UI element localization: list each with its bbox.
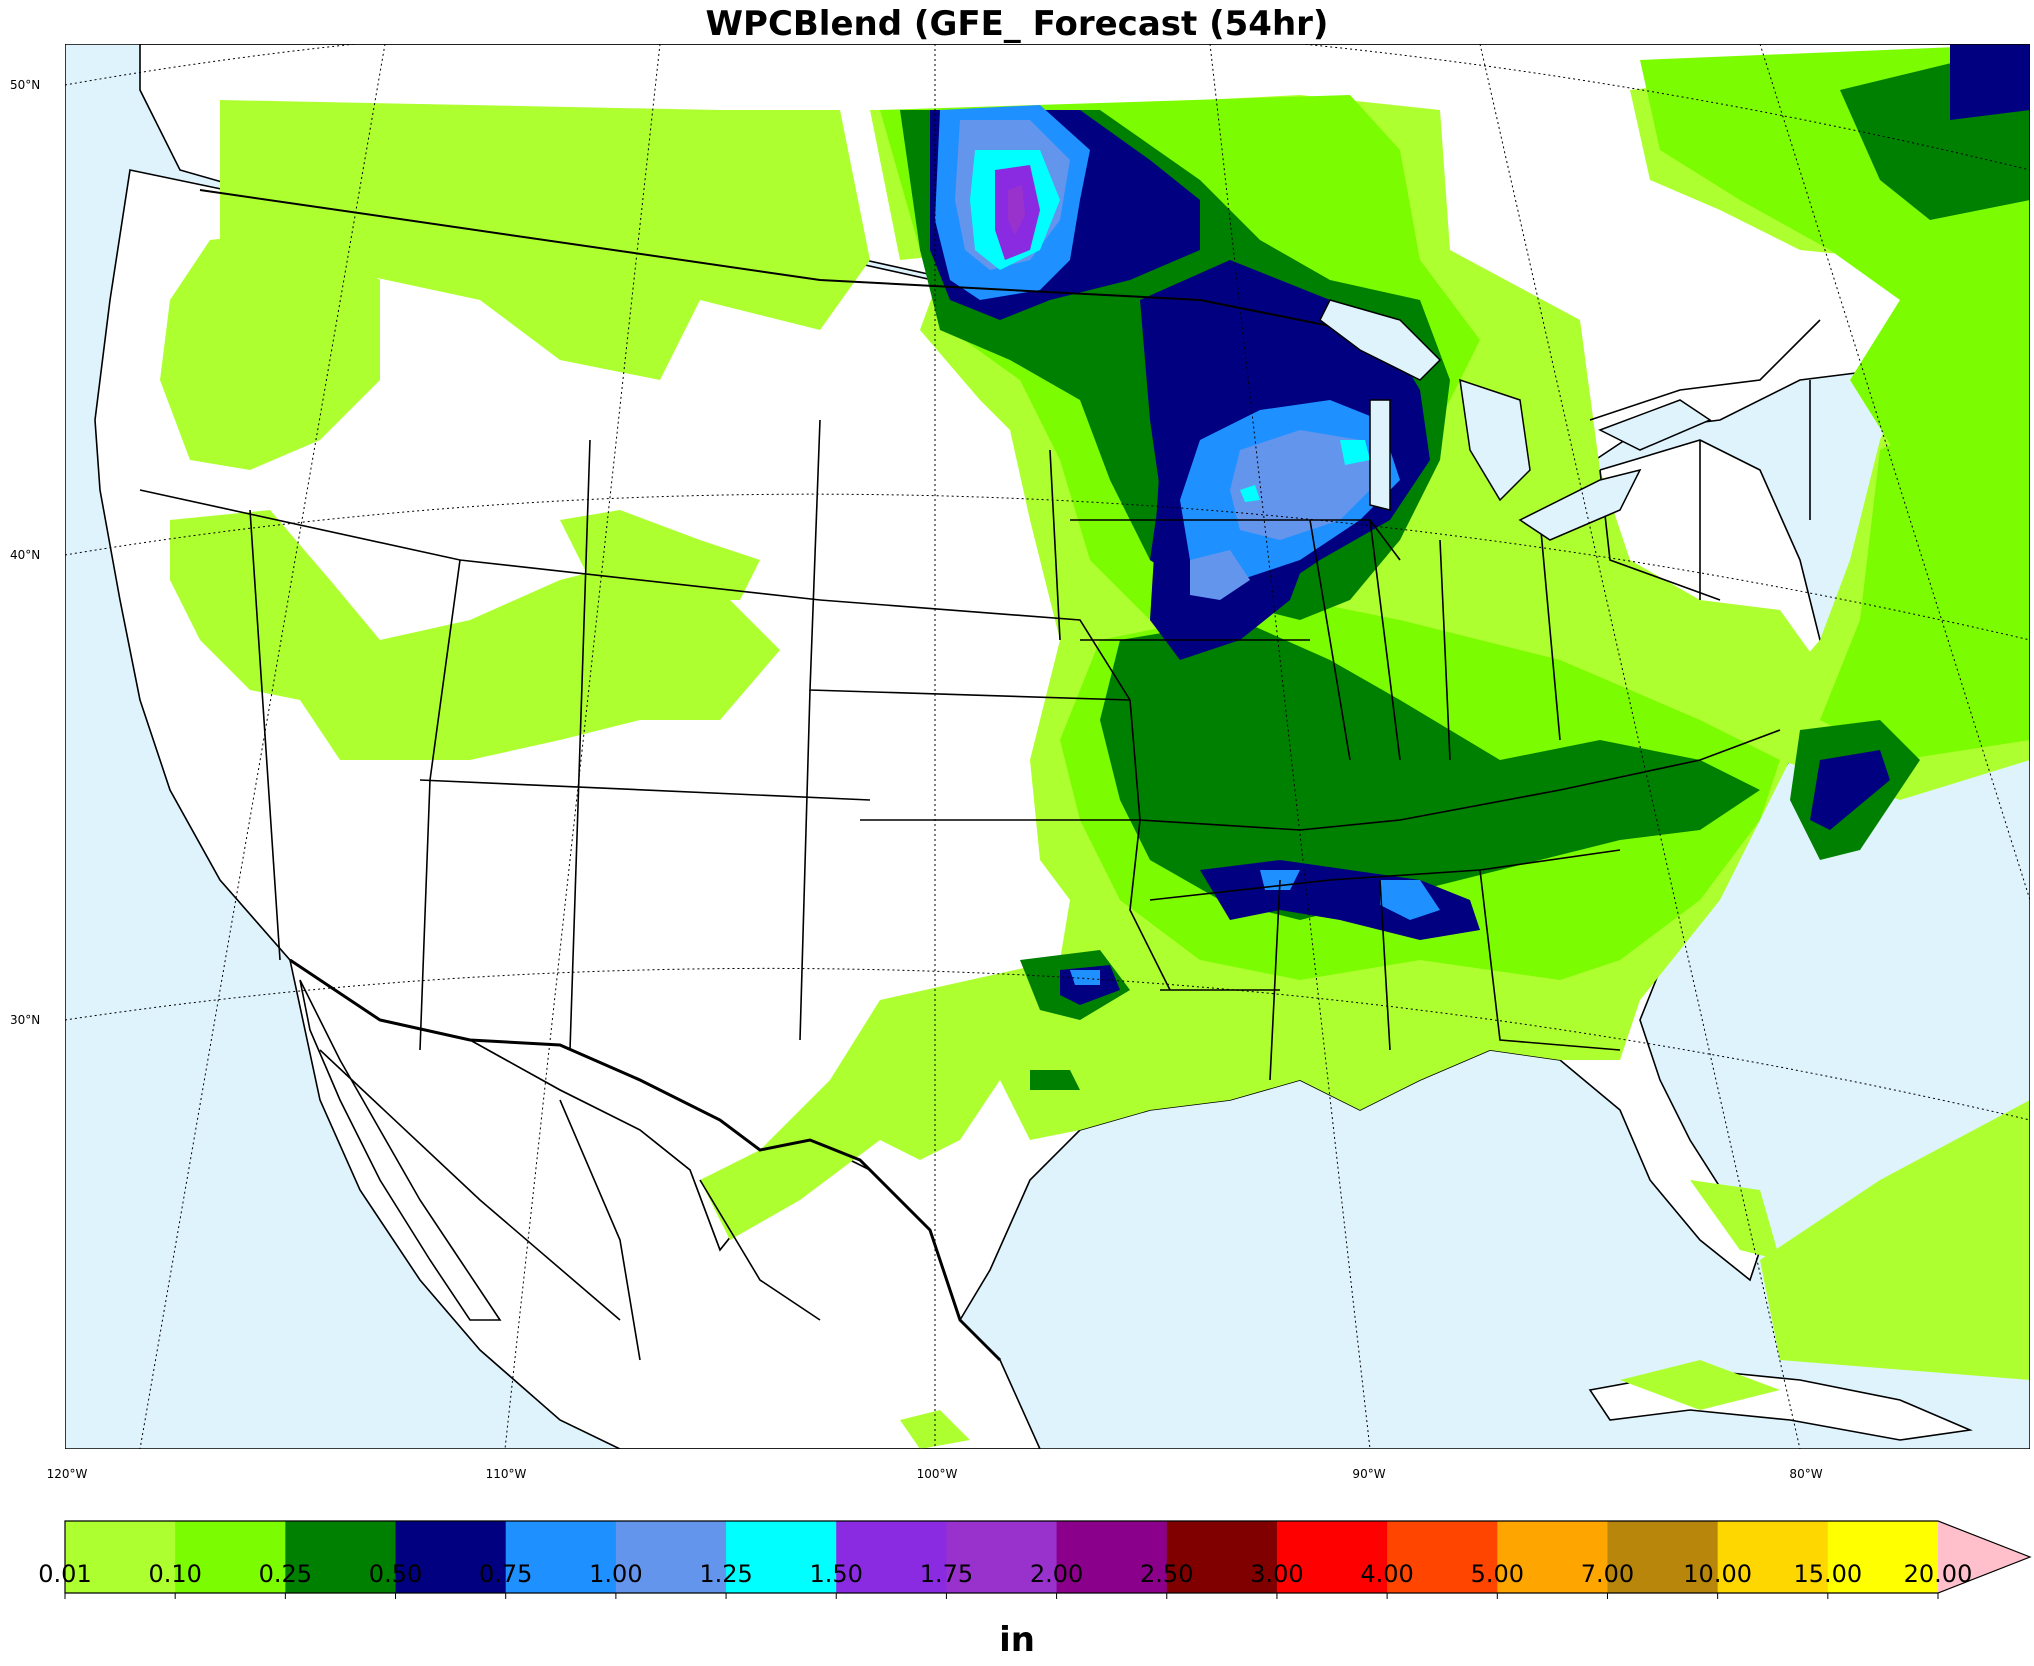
colorbar-swatch xyxy=(615,1521,727,1593)
latitude-label-40n: 40°N xyxy=(10,548,41,562)
colorbar-tick-label: 1.25 xyxy=(699,1560,753,1588)
colorbar-tick-label: 10.00 xyxy=(1683,1560,1752,1588)
colorbar-tick-label: 1.00 xyxy=(589,1560,643,1588)
colorbar-swatch xyxy=(1387,1521,1498,1593)
colorbar-tick-label: 1.50 xyxy=(809,1560,863,1588)
latitude-label-50n: 50°N xyxy=(10,78,41,92)
colorbar-swatch xyxy=(65,1521,176,1593)
colorbar-swatch xyxy=(1276,1521,1388,1593)
colorbar-tick-label: 0.75 xyxy=(478,1560,533,1588)
colorbar-swatch xyxy=(505,1521,617,1593)
colorbar-swatch xyxy=(1497,1521,1608,1593)
colorbar-swatch xyxy=(836,1521,947,1593)
colorbar-tick-label: 1.75 xyxy=(919,1560,974,1588)
great-lakes xyxy=(1319,299,1712,541)
state-borders xyxy=(139,319,1821,1361)
graticule xyxy=(65,44,2030,1449)
colorbar-extend-arrow xyxy=(1938,1521,2030,1593)
colorbar-tick-label: 3.00 xyxy=(1250,1560,1304,1588)
longitude-label-80w: 80°W xyxy=(1789,1467,1823,1481)
colorbar-swatch xyxy=(1166,1521,1278,1593)
colorbar-tick-label: 0.50 xyxy=(368,1560,423,1588)
colorbar-tick-label: 20.00 xyxy=(1903,1560,1973,1588)
colorbar-tick-label: 0.10 xyxy=(148,1560,202,1588)
baja-land xyxy=(299,979,502,1321)
colorbar-swatch xyxy=(726,1521,837,1593)
longitude-label-110w: 110°W xyxy=(485,1467,527,1481)
longitude-label-90w: 90°W xyxy=(1352,1467,1386,1481)
colorbar-swatch xyxy=(1717,1521,1829,1593)
colorbar-swatch xyxy=(1056,1521,1168,1593)
colorbar-swatch xyxy=(1607,1521,1719,1593)
colorbar-outline xyxy=(64,1520,2032,1594)
colorbar-tick-label: 15.00 xyxy=(1793,1560,1863,1588)
colorbar-tick-label: 2.00 xyxy=(1029,1560,1084,1588)
colorbar-tick-label: 0.25 xyxy=(258,1560,313,1588)
colorbar-units: in xyxy=(999,1620,1035,1660)
colorbar-swatch xyxy=(285,1521,397,1593)
longitude-label-100w: 100°W xyxy=(916,1467,958,1481)
colorbar-tick-label: 2.50 xyxy=(1140,1560,1194,1588)
precip-1.75 xyxy=(1008,185,1025,235)
longitude-label-120w: 120°W xyxy=(46,1467,88,1481)
colorbar-swatch xyxy=(395,1521,507,1593)
colorbar-tick-label: 0.01 xyxy=(38,1560,92,1588)
colorbar-swatch xyxy=(1827,1521,1939,1593)
latitude-label-30n: 30°N xyxy=(10,1013,41,1027)
colorbar-tick-label: 4.00 xyxy=(1360,1560,1414,1588)
colorbar-swatch xyxy=(946,1521,1058,1593)
colorbar-swatch xyxy=(175,1521,286,1593)
colorbar-tick-label: 7.00 xyxy=(1580,1560,1635,1588)
page-title: WPCBlend (GFE_ Forecast (54hr) xyxy=(705,4,1329,44)
colorbar-tick-label: 5.00 xyxy=(1470,1560,1524,1588)
